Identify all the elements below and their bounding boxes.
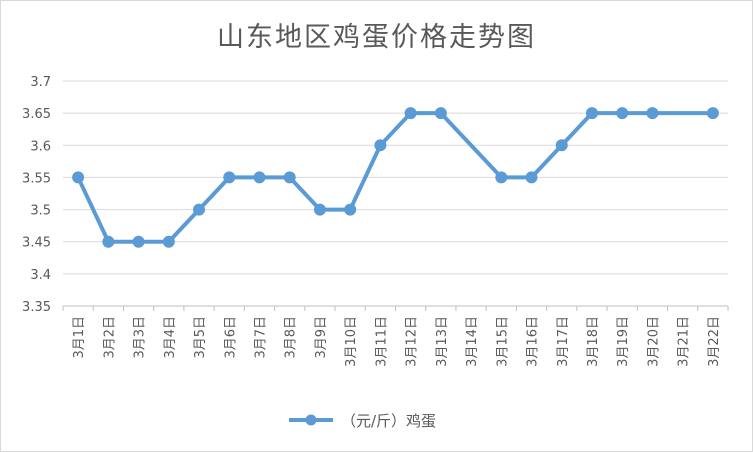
x-tick-label: 3月10日 <box>344 316 359 367</box>
series-layer <box>72 107 719 248</box>
data-point <box>555 139 568 152</box>
series-line <box>76 111 715 244</box>
x-tick-label: 3月21日 <box>677 316 692 367</box>
x-tick-label: 3月11日 <box>374 316 389 367</box>
data-point <box>193 203 206 216</box>
x-tick-label: 3月6日 <box>223 316 238 359</box>
gridlines <box>63 80 728 275</box>
x-tick-label: 3月12日 <box>405 316 420 367</box>
legend: （元/斤）鸡蛋 <box>289 412 436 430</box>
data-point <box>646 107 659 120</box>
x-tick-label: 3月1日 <box>72 316 87 359</box>
y-tick-label: 3.65 <box>22 107 51 122</box>
x-tick-label: 3月22日 <box>707 316 722 367</box>
x-tick-label: 3月8日 <box>284 316 299 359</box>
data-point <box>72 171 85 184</box>
data-point <box>525 171 538 184</box>
y-tick-label: 3.4 <box>30 268 51 283</box>
x-tick-label: 3月3日 <box>133 316 148 359</box>
data-point <box>585 107 598 120</box>
x-tick-label: 3月7日 <box>253 316 268 359</box>
x-tick-label: 3月13日 <box>435 316 450 367</box>
data-point <box>706 107 719 120</box>
chart-title: 山东地区鸡蛋价格走势图 <box>217 22 536 53</box>
x-tick-label: 3月4日 <box>163 316 178 359</box>
data-point <box>162 235 175 248</box>
y-tick-label: 3.7 <box>30 75 51 90</box>
y-tick-label: 3.5 <box>30 204 51 219</box>
data-point <box>344 203 357 216</box>
x-tick-label: 3月9日 <box>314 316 329 359</box>
legend-label: （元/斤）鸡蛋 <box>341 412 436 430</box>
data-point <box>495 171 508 184</box>
x-tick-label: 3月14日 <box>465 316 480 367</box>
x-tick-label: 3月2日 <box>102 316 117 359</box>
data-point <box>283 171 296 184</box>
x-tick-label: 3月5日 <box>193 316 208 359</box>
x-tick-label: 3月18日 <box>586 316 601 367</box>
x-tick-label: 3月20日 <box>646 316 661 367</box>
y-tick-label: 3.55 <box>22 171 51 186</box>
data-point <box>404 107 417 120</box>
x-tick-label: 3月19日 <box>616 316 631 367</box>
y-tick-label: 3.6 <box>30 139 51 154</box>
data-point <box>374 139 387 152</box>
x-tick-label: 3月16日 <box>526 316 541 367</box>
data-point <box>223 171 236 184</box>
x-tick-label: 3月17日 <box>556 316 571 367</box>
data-point <box>132 235 145 248</box>
data-point <box>253 171 266 184</box>
x-tick-label: 3月15日 <box>495 316 510 367</box>
y-tick-label: 3.45 <box>22 236 51 251</box>
data-point <box>102 235 115 248</box>
axes: 3.35 3.4 3.45 3.5 3.55 3.6 3.65 3.7 3月1日 3月2日 3月3日… <box>22 75 729 367</box>
legend-swatch-marker <box>305 414 317 426</box>
data-point <box>313 203 326 216</box>
data-point <box>434 107 447 120</box>
y-tick-label: 3.35 <box>22 300 51 315</box>
data-point <box>616 107 629 120</box>
